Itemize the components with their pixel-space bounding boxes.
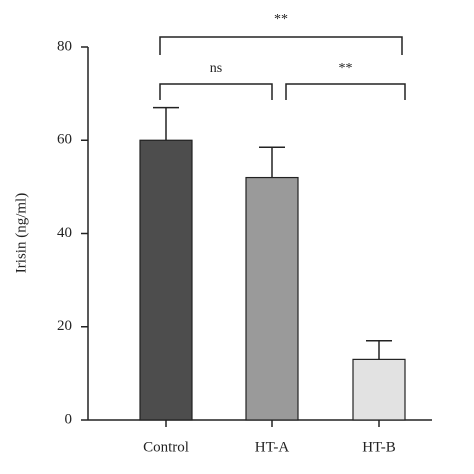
- significance-label: ns: [210, 61, 222, 76]
- y-tick-label: 20: [57, 318, 72, 334]
- significance-bracket: [285, 83, 406, 100]
- bar: [245, 176, 299, 421]
- bar: [139, 139, 193, 421]
- significance-label: **: [339, 61, 353, 76]
- x-tick-label: HT-B: [362, 439, 396, 455]
- y-tick-label: 80: [57, 38, 72, 54]
- significance-bracket: [159, 83, 273, 100]
- x-tick-label: Control: [143, 439, 189, 455]
- significance-bracket: [159, 36, 403, 55]
- x-tick-label: HT-A: [255, 439, 290, 455]
- bar: [352, 358, 406, 421]
- y-tick-label: 40: [57, 225, 72, 241]
- y-tick-label: 60: [57, 132, 72, 148]
- y-axis-label: Irisin (ng/ml): [13, 193, 29, 273]
- y-tick-label: 0: [65, 411, 73, 427]
- significance-label: **: [274, 12, 288, 27]
